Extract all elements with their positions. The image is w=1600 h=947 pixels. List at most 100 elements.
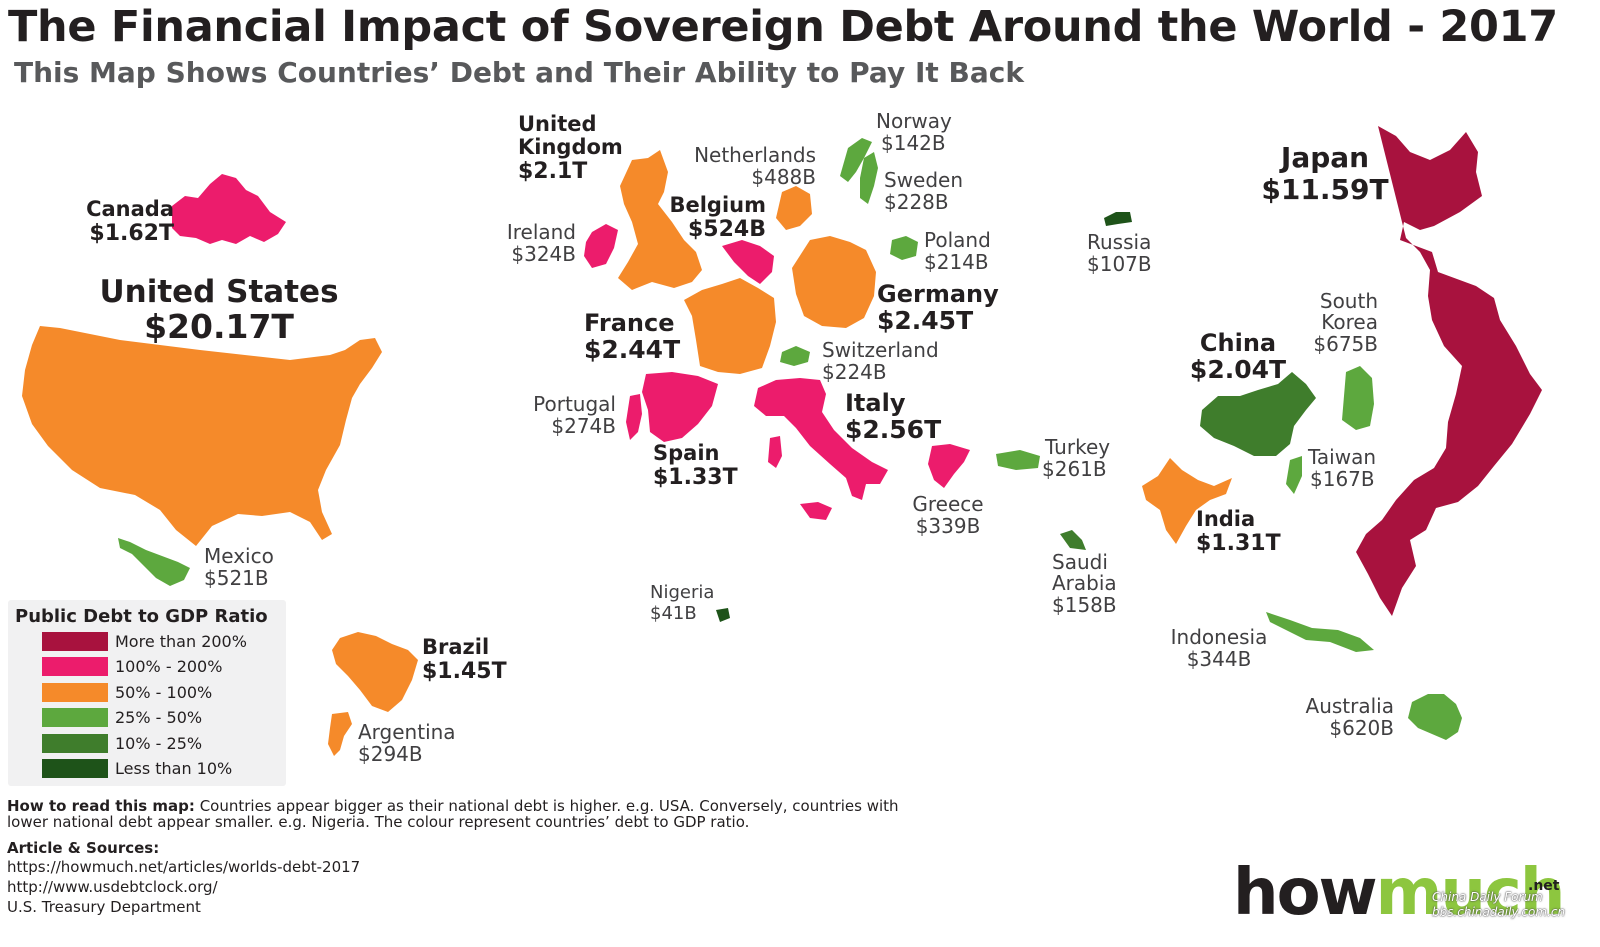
label-united-states-value: $20.17T	[144, 307, 294, 346]
watermark: China Daily Forum bbs.chinadaily.com.cn	[1432, 890, 1565, 920]
label-greece-name: Greece	[912, 492, 984, 516]
country-shape-italy	[754, 378, 888, 500]
label-ireland-value: $324B	[511, 242, 576, 266]
sources-title: Article & Sources:	[7, 839, 160, 857]
label-norway-name: Norway	[876, 109, 952, 133]
legend-title: Public Debt to GDP Ratio	[15, 606, 268, 627]
label-brazil-value: $1.45T	[422, 659, 507, 684]
label-south-korea-name-2: Korea	[1321, 310, 1378, 334]
watermark-line-1: China Daily Forum	[1432, 890, 1543, 904]
howmuch-logo: howmuch	[1233, 856, 1565, 930]
legend-label: 100% - 200%	[115, 657, 223, 676]
label-sweden-name: Sweden	[884, 168, 964, 192]
legend-swatch	[42, 708, 108, 727]
label-argentina-name: Argentina	[358, 720, 456, 744]
map-title: The Financial Impact of Sovereign Debt A…	[8, 2, 1558, 52]
legend-swatch	[42, 759, 108, 778]
legend-swatch	[42, 632, 108, 651]
how-to-read-text: Countries appear bigger as their nationa…	[7, 797, 899, 831]
label-taiwan-value: $167B	[1310, 467, 1375, 491]
label-switzerland: Switzerland $224B	[822, 340, 939, 384]
label-mexico: Mexico $521B	[204, 544, 274, 590]
label-germany-name: Germany	[877, 280, 999, 308]
country-shape-germany	[792, 236, 876, 328]
label-russia-value: $107B	[1087, 252, 1152, 276]
label-australia-value: $620B	[1329, 716, 1394, 740]
legend-label: 10% - 25%	[115, 734, 203, 753]
country-shape-argentina	[328, 712, 352, 756]
country-shape-turkey	[996, 450, 1040, 470]
label-united-states-name: United States	[99, 274, 339, 310]
label-spain-value: $1.33T	[653, 465, 738, 490]
label-turkey: Turkey $261B	[1042, 437, 1110, 481]
country-shape-netherlands	[776, 186, 812, 230]
country-shape-greece	[928, 444, 970, 488]
source-text: U.S. Treasury Department	[7, 898, 201, 916]
country-shape-indonesia	[1266, 612, 1374, 652]
label-russia-name: Russia	[1087, 230, 1152, 254]
label-japan-name: Japan	[1280, 141, 1370, 174]
label-turkey-value: $261B	[1042, 457, 1107, 481]
label-china-name: China	[1199, 329, 1277, 357]
label-belgium: Belgium $524B	[668, 193, 766, 243]
label-united-kingdom-name-2: Kingdom	[518, 135, 623, 159]
legend-label: Less than 10%	[115, 759, 233, 778]
country-shape-india	[1142, 458, 1232, 544]
label-portugal-value: $274B	[551, 414, 616, 438]
label-japan: Japan $11.59T	[1256, 142, 1394, 206]
label-south-korea: South Korea $675B	[1296, 291, 1378, 356]
label-canada-name: Canada	[86, 197, 174, 221]
country-shape-switzerland	[780, 346, 810, 366]
label-china: China $2.04T	[1186, 330, 1290, 384]
label-spain-name: Spain	[653, 441, 720, 465]
country-shape-france	[684, 278, 776, 374]
label-netherlands-name: Netherlands	[694, 143, 816, 167]
label-brazil: Brazil $1.45T	[422, 636, 507, 685]
how-to-read-lead: How to read this map:	[7, 797, 195, 815]
label-norway-value: $142B	[881, 131, 946, 155]
legend-label: 25% - 50%	[115, 708, 203, 727]
label-mexico-name: Mexico	[204, 544, 274, 568]
label-united-kingdom-name-1: United	[518, 112, 597, 136]
source-link[interactable]: https://howmuch.net/articles/worlds-debt…	[7, 858, 361, 876]
label-canada: Canada $1.62T	[72, 197, 174, 247]
country-shape-south-korea	[1342, 366, 1374, 430]
country-shape-china	[1200, 372, 1316, 456]
country-shape-japan	[1356, 126, 1542, 616]
country-shape-australia	[1408, 694, 1462, 740]
label-france-name: France	[584, 309, 675, 337]
label-saudi-arabia-name-1: Saudi	[1052, 550, 1108, 574]
label-poland: Poland $214B	[924, 230, 991, 274]
label-belgium-name: Belgium	[669, 193, 766, 217]
label-sweden: Sweden $228B	[884, 168, 964, 214]
country-shape-italy-sicily	[800, 502, 832, 520]
country-shape-ireland	[584, 224, 618, 268]
country-shape-united-states	[22, 326, 382, 546]
label-argentina-value: $294B	[358, 742, 423, 766]
label-portugal-name: Portugal	[533, 392, 616, 416]
country-shape-poland	[890, 236, 918, 260]
country-shape-italy-sardinia	[768, 436, 782, 468]
label-nigeria: Nigeria $41B	[650, 583, 714, 625]
legend-label: 50% - 100%	[115, 683, 213, 702]
label-ireland-name: Ireland	[506, 220, 576, 244]
label-germany: Germany $2.45T	[877, 281, 999, 335]
label-sweden-value: $228B	[884, 190, 949, 214]
country-shape-saudi-arabia	[1060, 530, 1086, 550]
label-japan-value: $11.59T	[1261, 173, 1389, 206]
legend-swatch	[42, 734, 108, 753]
label-india-name: India	[1196, 507, 1256, 531]
country-shape-sweden	[860, 152, 878, 204]
logo-net: .net	[1528, 878, 1560, 894]
label-united-states: United States $20.17T	[96, 276, 342, 345]
legend-swatch	[42, 683, 108, 702]
logo-how: how	[1233, 856, 1378, 930]
label-india-value: $1.31T	[1196, 531, 1281, 556]
country-shape-belgium	[722, 240, 774, 284]
country-shape-spain	[642, 372, 718, 442]
legend-label: More than 200%	[115, 632, 247, 651]
label-italy-value: $2.56T	[845, 415, 942, 444]
label-germany-value: $2.45T	[877, 306, 974, 335]
source-link[interactable]: http://www.usdebtclock.org/	[7, 878, 218, 896]
